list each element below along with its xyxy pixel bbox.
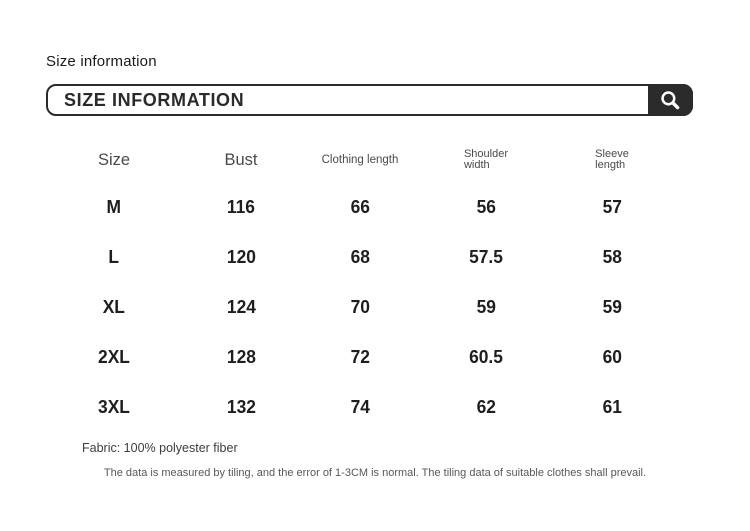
table-cell: 128 [226, 346, 256, 367]
table-row-3xl: 3XL 132 74 62 61 [60, 382, 658, 432]
banner-label: SIZE INFORMATION [64, 90, 245, 110]
disclaimer-note: The data is measured by tiling, and the … [103, 467, 647, 479]
table-cell: 66 [350, 196, 370, 217]
table-cell: M [106, 196, 122, 217]
table-cell: 59 [602, 296, 622, 317]
table-cell: L [108, 246, 120, 267]
table-cell: 56 [476, 196, 496, 217]
table-cell: 124 [226, 296, 256, 317]
table-cell: 57.5 [469, 246, 503, 267]
column-header-sleeve-length: Sleeve length [566, 140, 658, 180]
header-line: Shoulder [463, 147, 509, 160]
column-header-clothing-length: Clothing length [321, 154, 399, 166]
table-cell: 58 [602, 246, 622, 267]
size-table: Size Bust Clothing length Shoulder width … [60, 140, 658, 432]
table-cell: 132 [226, 396, 256, 417]
table-cell: 116 [226, 196, 256, 217]
column-header-bust: Bust [224, 150, 258, 169]
header-line: width [463, 159, 490, 171]
table-header-row: Size Bust Clothing length Shoulder width … [60, 140, 658, 180]
table-cell: 61 [602, 396, 622, 417]
table-row-m: M 116 66 56 57 [60, 182, 658, 232]
table-row-xl: XL 124 70 59 59 [60, 282, 658, 332]
size-information-banner: SIZE INFORMATION [46, 84, 693, 116]
column-header-shoulder-width: Shoulder width [406, 140, 566, 180]
page-title: Size information [46, 53, 157, 70]
table-cell: 60.5 [469, 346, 503, 367]
header-line: length [595, 159, 626, 171]
table-row-l: L 120 68 57.5 58 [60, 232, 658, 282]
magnifier-icon [659, 89, 682, 112]
table-cell: XL [102, 296, 126, 317]
search-button[interactable] [648, 84, 693, 116]
table-cell: 3XL [98, 396, 130, 417]
table-cell: 72 [350, 346, 370, 367]
table-cell: 70 [350, 296, 370, 317]
header-line: Sleeve [595, 147, 629, 160]
table-cell: 60 [602, 346, 622, 367]
table-cell: 120 [226, 246, 256, 267]
fabric-note: Fabric: 100% polyester fiber [82, 441, 238, 455]
column-header-size: Size [97, 150, 131, 169]
table-cell: 57 [602, 196, 622, 217]
table-cell: 2XL [98, 346, 130, 367]
table-cell: 74 [350, 396, 370, 417]
table-cell: 68 [350, 246, 370, 267]
table-cell: 59 [476, 296, 496, 317]
table-cell: 62 [476, 396, 496, 417]
table-row-2xl: 2XL 128 72 60.5 60 [60, 332, 658, 382]
